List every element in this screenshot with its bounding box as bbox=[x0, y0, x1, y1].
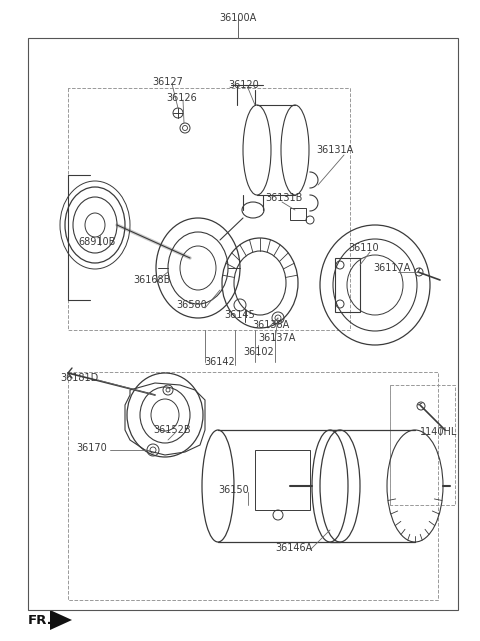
Text: 36145: 36145 bbox=[224, 310, 255, 320]
Text: 36117A: 36117A bbox=[373, 263, 410, 273]
Text: 36150: 36150 bbox=[218, 485, 249, 495]
Text: 36168B: 36168B bbox=[133, 275, 170, 285]
Text: 36170: 36170 bbox=[76, 443, 107, 453]
Text: 36102: 36102 bbox=[243, 347, 274, 357]
Text: 36126: 36126 bbox=[166, 93, 197, 103]
Text: 36181D: 36181D bbox=[60, 373, 98, 383]
Bar bbox=[335, 258, 360, 312]
Bar bbox=[290, 208, 306, 220]
Text: 36138A: 36138A bbox=[252, 320, 289, 330]
Bar bbox=[28, 38, 458, 610]
Text: 36100A: 36100A bbox=[219, 13, 257, 23]
Text: 36146A: 36146A bbox=[275, 543, 312, 553]
Text: 36127: 36127 bbox=[152, 77, 183, 87]
Bar bbox=[390, 385, 455, 505]
Text: 36110: 36110 bbox=[348, 243, 379, 253]
Polygon shape bbox=[50, 610, 72, 630]
Text: 68910B: 68910B bbox=[78, 237, 115, 247]
Text: 36580: 36580 bbox=[176, 300, 207, 310]
Text: 36137A: 36137A bbox=[258, 333, 295, 343]
Text: 36131B: 36131B bbox=[265, 193, 302, 203]
Text: 1140HL: 1140HL bbox=[420, 427, 457, 437]
Text: 36152B: 36152B bbox=[153, 425, 191, 435]
Text: 36142: 36142 bbox=[204, 357, 235, 367]
Bar bbox=[255, 450, 310, 510]
Text: FR.: FR. bbox=[28, 613, 53, 626]
Text: 36120: 36120 bbox=[228, 80, 259, 90]
Bar bbox=[68, 372, 438, 600]
Text: 36131A: 36131A bbox=[316, 145, 353, 155]
